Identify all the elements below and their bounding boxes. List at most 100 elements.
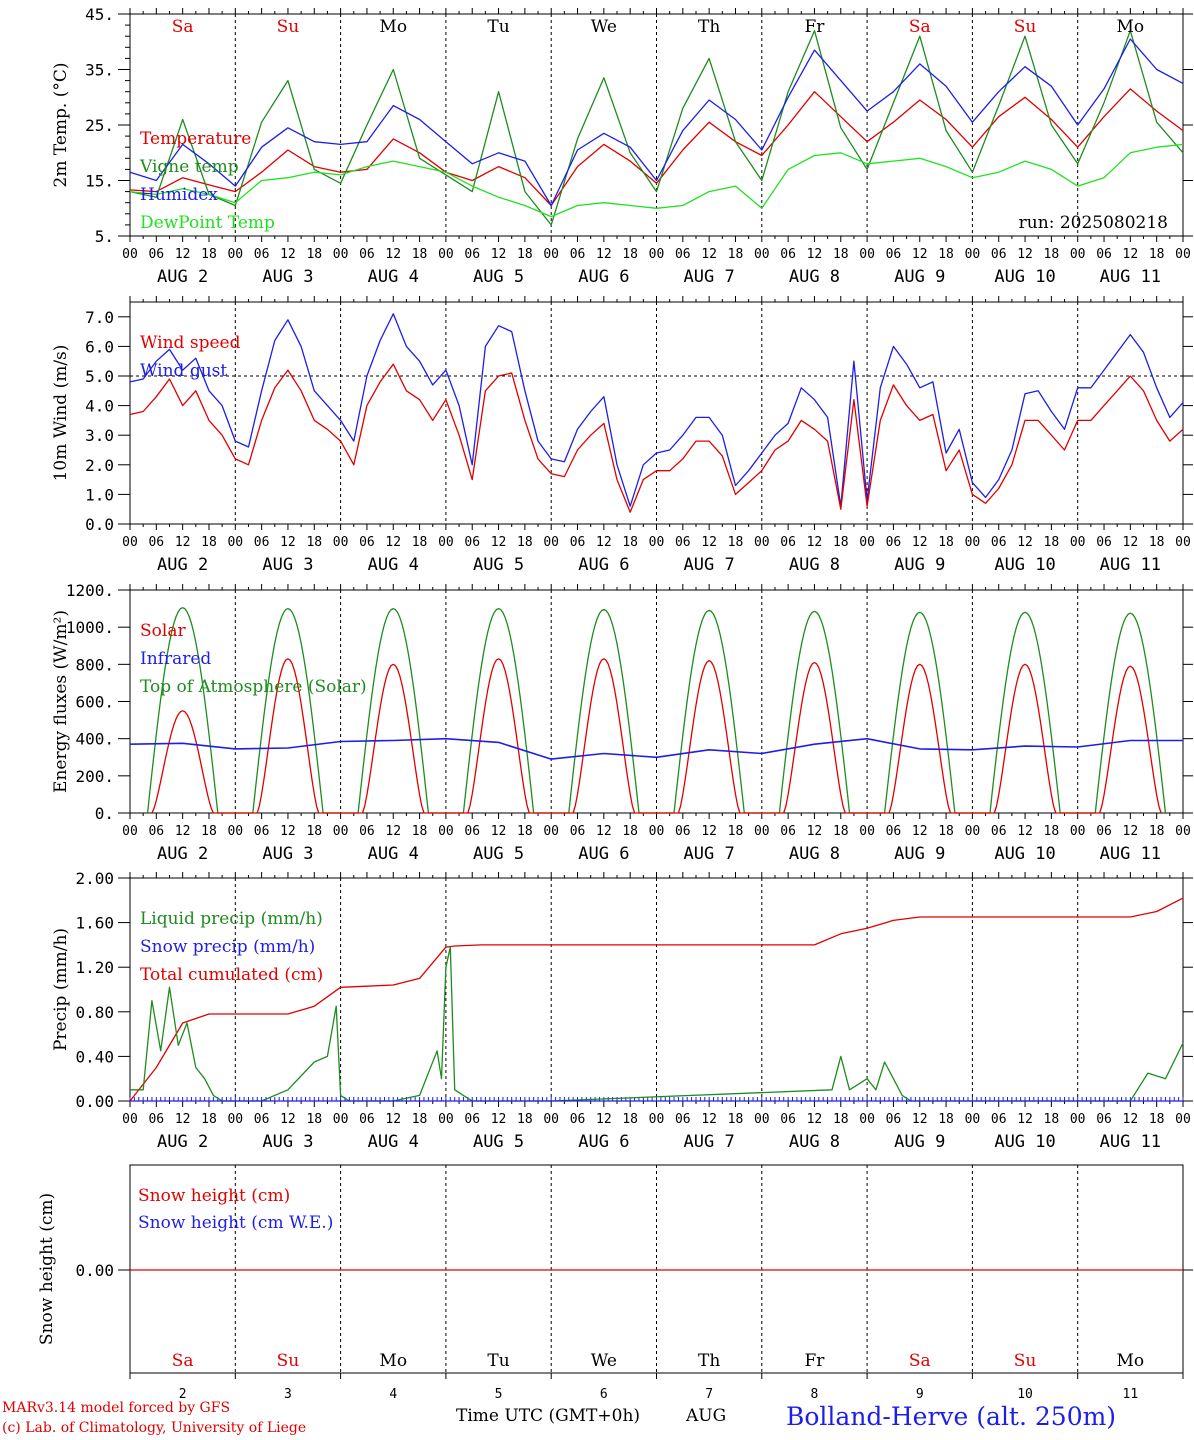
hour-tick-label: 06 bbox=[570, 247, 586, 262]
hour-tick-label: 06 bbox=[254, 247, 270, 262]
hour-tick-label: 18 bbox=[1149, 824, 1165, 839]
y-tick-label: 0.80 bbox=[75, 1003, 114, 1022]
hour-tick-label: 06 bbox=[991, 247, 1007, 262]
hour-tick-label: 12 bbox=[701, 535, 717, 550]
hour-tick-label: 12 bbox=[912, 247, 928, 262]
month-label: AUG bbox=[686, 1406, 727, 1426]
weekday-label: Mo bbox=[379, 1351, 407, 1371]
hour-tick-label: 00 bbox=[754, 535, 770, 550]
hour-tick-label: 18 bbox=[728, 1112, 744, 1127]
legend-entry: Total cumulated (cm) bbox=[140, 965, 323, 985]
hour-tick-label: 06 bbox=[1096, 535, 1112, 550]
legend-entry: Top of Atmosphere (Solar) bbox=[140, 677, 367, 697]
hour-tick-label: 00 bbox=[543, 1112, 559, 1127]
hour-tick-label: 12 bbox=[912, 1112, 928, 1127]
hour-tick-label: 12 bbox=[1123, 824, 1139, 839]
hour-tick-label: 12 bbox=[491, 247, 507, 262]
y-tick-label: 2.00 bbox=[75, 869, 114, 888]
legend-entry: Wind speed bbox=[140, 333, 241, 353]
panel-frame-2 bbox=[129, 589, 1184, 814]
hour-tick-label: 18 bbox=[622, 824, 638, 839]
legend-entry: DewPoint Temp bbox=[140, 213, 275, 233]
date-label: AUG 5 bbox=[473, 555, 524, 575]
weekday-label: Mo bbox=[379, 17, 407, 37]
hour-tick-label: 06 bbox=[148, 247, 164, 262]
hour-tick-label: 06 bbox=[359, 1112, 375, 1127]
y-tick-label: 4.0 bbox=[85, 397, 114, 416]
hour-tick-label: 12 bbox=[912, 535, 928, 550]
hour-tick-label: 12 bbox=[807, 824, 823, 839]
hour-tick-label: 06 bbox=[991, 824, 1007, 839]
day-number-label: 6 bbox=[600, 1387, 608, 1402]
day-number-label: 7 bbox=[705, 1387, 713, 1402]
hour-tick-label: 18 bbox=[201, 247, 217, 262]
weekday-label: Sa bbox=[909, 1351, 931, 1371]
hour-tick-label: 06 bbox=[780, 1112, 796, 1127]
hour-tick-label: 18 bbox=[201, 824, 217, 839]
hour-tick-label: 12 bbox=[807, 535, 823, 550]
day-number-label: 8 bbox=[811, 1387, 819, 1402]
hour-tick-label: 00 bbox=[227, 1112, 243, 1127]
hour-tick-label: 06 bbox=[1096, 824, 1112, 839]
hour-tick-label: 18 bbox=[412, 824, 428, 839]
date-label: AUG 4 bbox=[368, 1132, 419, 1152]
hour-tick-label: 00 bbox=[859, 247, 875, 262]
hour-tick-label: 12 bbox=[1017, 1112, 1033, 1127]
y-tick-label: 0.0 bbox=[85, 515, 114, 534]
hour-tick-label: 00 bbox=[1175, 1112, 1191, 1127]
hour-tick-label: 12 bbox=[491, 535, 507, 550]
weekday-label: Th bbox=[698, 1351, 720, 1371]
date-label: AUG 11 bbox=[1100, 267, 1161, 287]
hour-tick-label: 18 bbox=[412, 535, 428, 550]
series-temperature bbox=[129, 88, 1184, 207]
hour-tick-label: 00 bbox=[543, 247, 559, 262]
hour-tick-label: 00 bbox=[649, 1112, 665, 1127]
series-wind-speed bbox=[129, 363, 1184, 513]
hour-tick-label: 00 bbox=[1070, 1112, 1086, 1127]
hour-tick-label: 06 bbox=[464, 535, 480, 550]
weekday-label: Su bbox=[277, 17, 300, 37]
hour-tick-label: 00 bbox=[438, 247, 454, 262]
date-label: AUG 9 bbox=[894, 844, 945, 864]
hour-tick-label: 18 bbox=[728, 535, 744, 550]
day-number-label: 2 bbox=[179, 1387, 187, 1402]
hour-tick-label: 00 bbox=[438, 824, 454, 839]
hour-tick-label: 18 bbox=[622, 1112, 638, 1127]
y-tick-label: 0.40 bbox=[75, 1047, 114, 1066]
hour-tick-label: 12 bbox=[596, 824, 612, 839]
hour-tick-label: 12 bbox=[596, 247, 612, 262]
hour-tick-label: 12 bbox=[491, 824, 507, 839]
hour-tick-label: 00 bbox=[965, 824, 981, 839]
date-label: AUG 4 bbox=[368, 844, 419, 864]
hour-tick-label: 00 bbox=[1070, 247, 1086, 262]
hour-tick-label: 18 bbox=[306, 247, 322, 262]
hour-tick-label: 00 bbox=[1070, 535, 1086, 550]
date-label: AUG 10 bbox=[994, 844, 1055, 864]
hour-tick-label: 18 bbox=[833, 824, 849, 839]
date-label: AUG 6 bbox=[578, 267, 629, 287]
hour-tick-label: 00 bbox=[227, 247, 243, 262]
legend-entry: Temperature bbox=[140, 129, 251, 149]
run-label: run: 2025080218 bbox=[1019, 213, 1168, 233]
hour-tick-label: 06 bbox=[359, 535, 375, 550]
hour-tick-label: 06 bbox=[886, 1112, 902, 1127]
date-label: AUG 5 bbox=[473, 267, 524, 287]
hour-tick-label: 18 bbox=[938, 247, 954, 262]
hour-tick-label: 00 bbox=[965, 247, 981, 262]
y-tick-label: 2.0 bbox=[85, 456, 114, 475]
hour-tick-label: 12 bbox=[912, 824, 928, 839]
weekday-label: Sa bbox=[909, 17, 931, 37]
hour-tick-label: 00 bbox=[1070, 824, 1086, 839]
hour-tick-label: 12 bbox=[175, 247, 191, 262]
hour-tick-label: 06 bbox=[570, 1112, 586, 1127]
hour-tick-label: 12 bbox=[280, 824, 296, 839]
hour-tick-label: 18 bbox=[201, 1112, 217, 1127]
hour-tick-label: 00 bbox=[1175, 824, 1191, 839]
hour-tick-label: 06 bbox=[570, 824, 586, 839]
hour-tick-label: 18 bbox=[1149, 1112, 1165, 1127]
hour-tick-label: 06 bbox=[464, 824, 480, 839]
hour-tick-label: 18 bbox=[412, 247, 428, 262]
hour-tick-label: 18 bbox=[1149, 535, 1165, 550]
weekday-label: Th bbox=[698, 17, 720, 37]
